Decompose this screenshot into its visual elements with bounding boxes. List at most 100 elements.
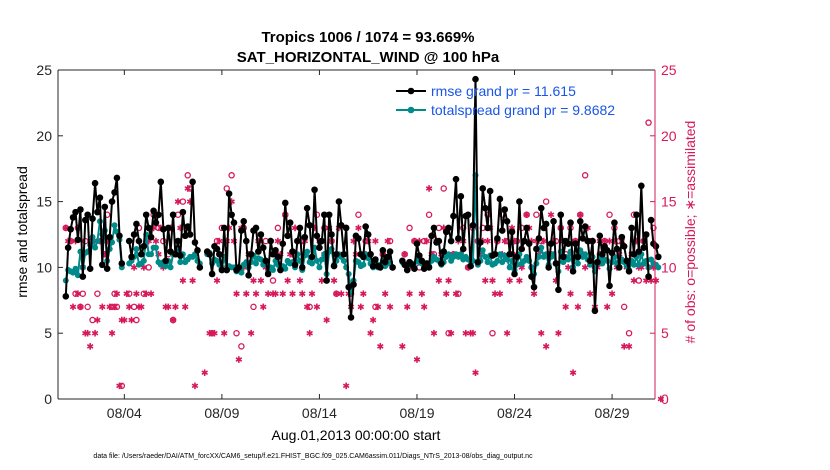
rmse-point bbox=[128, 253, 135, 261]
rmse-point bbox=[133, 220, 140, 228]
rmse-point bbox=[152, 219, 160, 226]
rmse-point bbox=[255, 248, 262, 255]
rmse-point bbox=[118, 260, 126, 267]
rmse-point bbox=[242, 237, 250, 245]
rmse-point bbox=[284, 232, 291, 240]
obs-assimilated-point bbox=[418, 290, 426, 298]
obs-assimilated-point bbox=[274, 237, 282, 245]
totalspread-point bbox=[309, 260, 316, 267]
obs-possible-point bbox=[542, 198, 550, 205]
obs-assimilated-point bbox=[296, 277, 304, 284]
rmse-point bbox=[238, 227, 245, 234]
rmse-point bbox=[138, 250, 145, 258]
obs-assimilated-point bbox=[323, 316, 330, 324]
plot-area: 08/04 08/09 08/14 08/19 08/24 08/29 0 5 10 15 20 25… bbox=[36, 62, 676, 421]
rmse-point bbox=[464, 211, 472, 219]
rmse-point bbox=[425, 264, 433, 271]
totalspread-point bbox=[496, 251, 503, 258]
rmse-point bbox=[579, 235, 587, 242]
rmse-point bbox=[574, 253, 582, 261]
obs-assimilated-point bbox=[399, 343, 406, 350]
obs-assimilated-point bbox=[138, 303, 145, 311]
rmse-point bbox=[642, 231, 650, 238]
rmse-point bbox=[84, 211, 91, 219]
rmse-point bbox=[267, 237, 274, 245]
obs-assimilated-point bbox=[250, 277, 257, 284]
totalspread-point bbox=[253, 260, 260, 267]
obs-possible-point bbox=[179, 198, 187, 205]
obs-assimilated-point bbox=[537, 329, 545, 337]
rmse-point bbox=[196, 264, 204, 271]
rmse-point bbox=[384, 253, 392, 261]
obs-assimilated-point bbox=[652, 277, 660, 284]
obs-assimilated-point bbox=[220, 329, 228, 337]
rmse-point bbox=[513, 253, 521, 261]
rmse-point bbox=[603, 246, 611, 254]
rmse-point bbox=[367, 250, 374, 258]
totalspread-point bbox=[504, 256, 511, 263]
totalspread-point bbox=[494, 257, 501, 264]
obs-assimilated-point bbox=[330, 277, 338, 284]
rmse-point bbox=[208, 270, 216, 278]
rmse-point bbox=[101, 203, 109, 211]
obs-assimilated-point bbox=[423, 237, 431, 245]
rmse-point bbox=[520, 237, 528, 245]
rmse-point bbox=[381, 258, 389, 266]
x-tick-label: 08/09 bbox=[204, 405, 239, 421]
totalspread-point bbox=[630, 261, 637, 268]
rmse-point bbox=[321, 211, 328, 219]
x-tick-label: 08/29 bbox=[595, 405, 630, 421]
y-right-tick-label: 5 bbox=[661, 325, 669, 341]
totalspread-point bbox=[94, 238, 101, 245]
rmse-point bbox=[552, 260, 560, 267]
rmse-point bbox=[257, 231, 265, 238]
obs-assimilated-point bbox=[121, 316, 128, 324]
obs-assimilated-point bbox=[84, 329, 91, 337]
rmse-point bbox=[589, 237, 596, 245]
totalspread-point bbox=[92, 244, 99, 251]
rmse-point bbox=[330, 262, 338, 270]
rmse-point bbox=[98, 261, 106, 269]
rmse-point bbox=[135, 237, 143, 245]
rmse-point bbox=[550, 218, 557, 225]
obs-possible-point bbox=[269, 277, 277, 284]
rmse-point bbox=[245, 271, 252, 279]
rmse-point bbox=[82, 216, 89, 224]
obs-assimilated-point bbox=[164, 303, 172, 311]
rmse-point bbox=[294, 237, 301, 245]
obs-possible-point bbox=[233, 329, 240, 337]
rmse-point bbox=[337, 221, 345, 229]
rmse-point bbox=[591, 307, 599, 315]
obs-assimilated-point bbox=[289, 290, 296, 298]
obs-assimilated-point bbox=[113, 290, 121, 298]
obs-assimilated-point bbox=[372, 237, 379, 245]
rmse-point bbox=[586, 257, 594, 265]
rmse-point bbox=[450, 212, 457, 220]
y-right-tick-label: 0 bbox=[661, 391, 669, 407]
rmse-point bbox=[606, 282, 613, 290]
obs-assimilated-point bbox=[481, 277, 489, 284]
obs-assimilated-point bbox=[338, 290, 345, 298]
rmse-point bbox=[484, 224, 491, 232]
rmse-point bbox=[564, 240, 572, 248]
obs-assimilated-point bbox=[447, 329, 455, 337]
obs-possible-point bbox=[79, 290, 87, 297]
totalspread-point bbox=[499, 259, 506, 266]
rmse-point bbox=[272, 246, 279, 254]
x-tick-label: 08/24 bbox=[497, 405, 532, 421]
rmse-point bbox=[289, 248, 296, 255]
obs-possible-point bbox=[84, 303, 91, 311]
rmse-point bbox=[91, 179, 99, 187]
rmse-point bbox=[67, 225, 74, 233]
obs-possible-point bbox=[94, 290, 101, 297]
rmse-point bbox=[620, 243, 628, 250]
obs-assimilated-point bbox=[125, 303, 133, 311]
obs-assimilated-point bbox=[184, 185, 192, 192]
y-left-tick-label: 25 bbox=[36, 62, 52, 78]
obs-possible-point bbox=[145, 264, 152, 271]
rmse-point bbox=[360, 253, 367, 261]
obs-possible-point bbox=[184, 172, 191, 179]
obs-assimilated-point bbox=[577, 211, 584, 219]
obs-assimilated-point bbox=[128, 316, 135, 324]
rmse-point bbox=[572, 240, 579, 248]
